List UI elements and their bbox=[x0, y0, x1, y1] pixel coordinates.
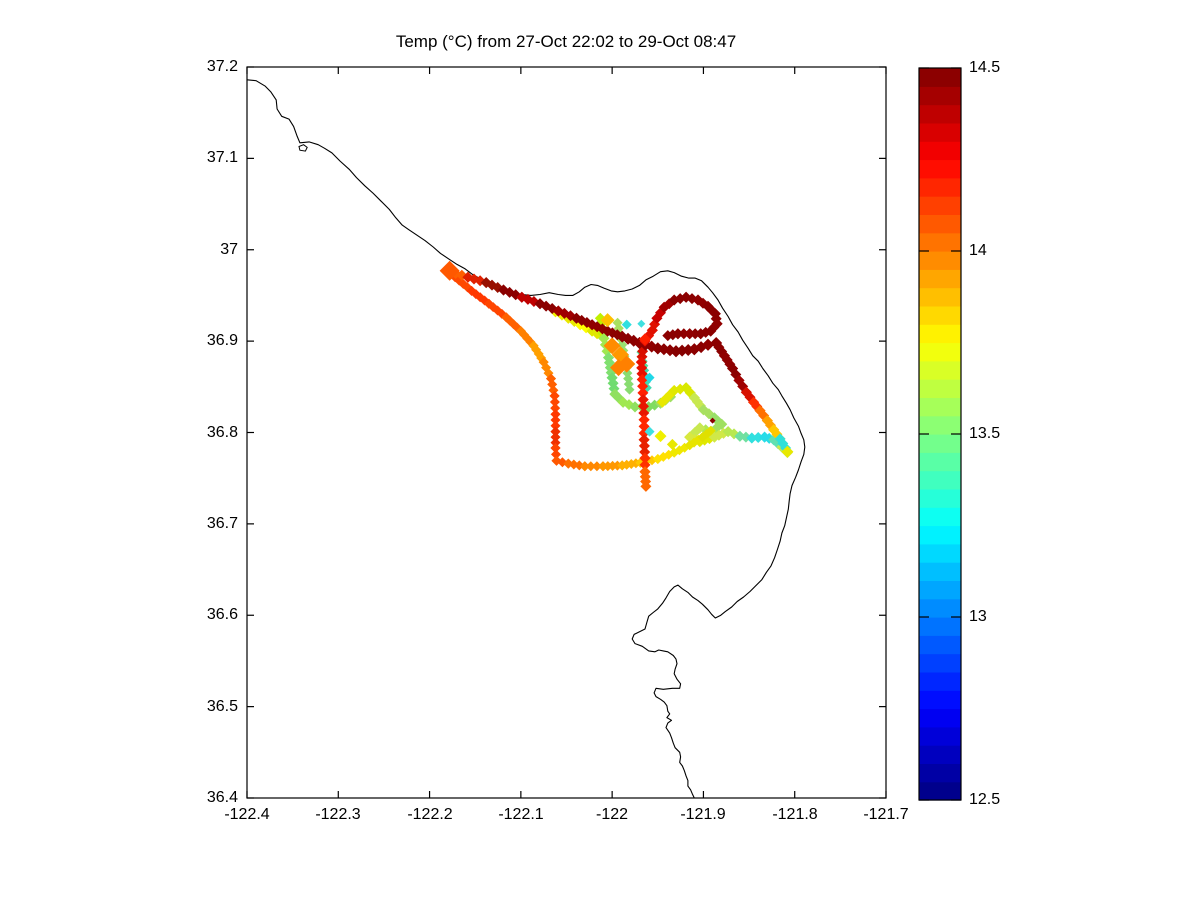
track-west-arc-leg bbox=[450, 272, 716, 472]
x-axis-tick-label: -122.3 bbox=[315, 806, 361, 823]
y-axis-tick-label: 36.8 bbox=[206, 424, 238, 441]
y-axis-tick-label: 36.4 bbox=[206, 789, 238, 806]
marker-cyan-patch-2 bbox=[637, 319, 646, 328]
colorbar-tick-label: 13 bbox=[969, 608, 987, 625]
temperature-track bbox=[444, 266, 793, 492]
colorbar-tick-label: 14 bbox=[969, 242, 987, 259]
marker-yellow-orange-blob bbox=[600, 313, 615, 328]
track-center-red-vertical-leg bbox=[635, 340, 652, 492]
marker-cyan-patch-4 bbox=[644, 426, 655, 437]
colorbar-tick-label: 13.5 bbox=[969, 425, 1001, 442]
marker-southeast-yellow-tip bbox=[781, 445, 794, 458]
colorbar bbox=[918, 67, 962, 801]
x-axis-tick-label: -122.2 bbox=[407, 806, 453, 823]
colorbar-tick-label: 14.5 bbox=[969, 59, 1001, 76]
colorbar-tick-label: 12.5 bbox=[969, 791, 1001, 808]
plot-title: Temp (°C) from 27-Oct 22:02 to 29-Oct 08… bbox=[395, 32, 737, 51]
track-lower-maroon-band bbox=[616, 330, 723, 358]
y-axis-tick-label: 37.2 bbox=[206, 58, 238, 75]
y-axis-tick-label: 36.9 bbox=[206, 332, 238, 349]
marker-yellow-patch-1 bbox=[654, 430, 667, 443]
y-axis-tick-label: 36.6 bbox=[206, 606, 238, 623]
coastline bbox=[246, 79, 806, 799]
y-axis-tick-label: 37.1 bbox=[206, 149, 238, 166]
x-axis-tick-label: -121.7 bbox=[863, 806, 909, 823]
x-axis-tick-label: -122.4 bbox=[224, 806, 270, 823]
marker-west-tip-arrow bbox=[439, 260, 460, 281]
track-markers bbox=[439, 260, 794, 458]
marker-yellow-patch-2 bbox=[666, 438, 678, 450]
track-northeast-loop bbox=[639, 291, 723, 347]
plot-area bbox=[247, 67, 886, 798]
y-axis-tick-label: 37 bbox=[220, 241, 238, 258]
track-orange-blob bbox=[603, 337, 636, 377]
axes-frame bbox=[246, 66, 887, 799]
marker-cyan-patch-3 bbox=[644, 372, 655, 383]
track-southeast-descent-leg bbox=[710, 337, 792, 454]
marker-cyan-patch-1 bbox=[621, 319, 632, 330]
x-axis-tick-label: -122.1 bbox=[498, 806, 544, 823]
y-axis-tick-label: 36.7 bbox=[206, 515, 238, 532]
x-axis-tick-label: -122 bbox=[595, 806, 629, 823]
marker-red-star bbox=[639, 333, 652, 346]
x-axis-tick-label: -121.9 bbox=[680, 806, 726, 823]
marker-dark-red-dot bbox=[709, 417, 716, 424]
y-axis-tick-label: 36.5 bbox=[206, 698, 238, 715]
x-axis-tick-label: -121.8 bbox=[772, 806, 818, 823]
